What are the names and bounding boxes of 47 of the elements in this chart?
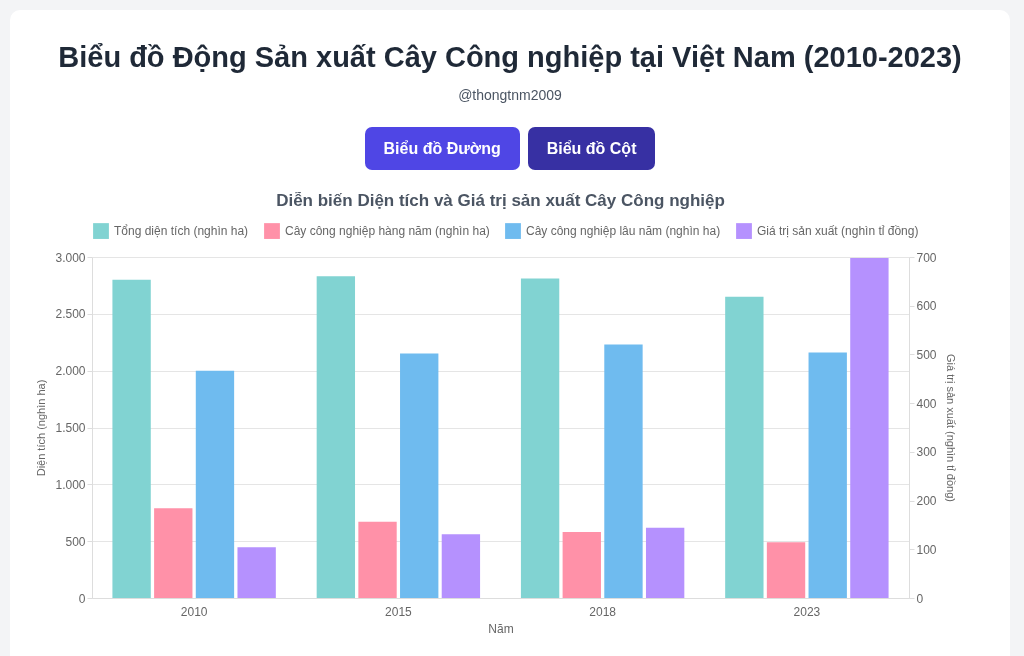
chart-subtitle: Diễn biến Diện tích và Giá trị sản xuất Cây Công nghiệp [276,191,725,210]
y2-tick-label: 200 [916,494,937,509]
legend-label: Giá trị sản xuất (nghìn tỉ đồng) [757,224,919,239]
y2-tick-label: 500 [916,347,937,362]
legend-label: Cây công nghiệp hàng năm (nghìn ha) [285,224,490,239]
y-tick-label: 0 [78,591,86,606]
x-tick-label: 2010 [180,604,208,619]
y2-tick-label: 300 [916,445,937,460]
y2-tick-label: 700 [916,250,937,265]
x-tick-label: 2015 [385,604,413,619]
y-tick-label: 1.500 [55,421,86,435]
text: Biểu đồ Cột [527,127,656,170]
y2-tick-label: 600 [916,299,937,314]
y2-tick-label: 0 [916,591,924,606]
bar [358,521,397,598]
y-tick-label: 500 [65,534,86,549]
bar [604,344,643,598]
y2-axis-title: Giá trị sản xuất (nghìn tỉ đồng) [944,354,957,502]
bar [766,542,806,598]
bar [562,532,601,598]
y-tick-label: 2.000 [55,364,86,379]
y-axis-title: Diện tích (nghìn ha) [35,379,48,477]
bar [154,508,193,598]
y2-tick-label: 100 [916,542,937,557]
legend-label: Cây công nghiệp lâu năm (nghìn ha) [526,224,721,239]
chart-title: Biểu đồ Động Sản xuất Cây Công nghiệp tại Việt Nam (2010-2023) [57,41,963,74]
legend-label: Tổng diện tích (nghìn ha) [114,224,249,239]
bar [520,278,560,598]
x-tick-label: 2023 [793,604,821,619]
bar [195,370,235,598]
bar [400,353,439,598]
bar [808,352,847,598]
bar [725,296,764,598]
text: @thongtnm2009 [457,87,563,103]
text: Biểu đồ Đường [364,127,520,170]
x-tick-label: 2018 [589,604,617,619]
bar [237,547,276,598]
bar [645,527,685,598]
bar [850,257,889,598]
bar [441,534,481,598]
x-axis-title: Năm [488,621,514,636]
y2-tick-label: 400 [916,396,937,411]
bar [316,276,356,598]
y-tick-label: 1.000 [55,477,86,492]
y-tick-label: 3.000 [55,250,86,265]
bar [112,279,151,598]
y-tick-label: 2.500 [55,307,86,322]
